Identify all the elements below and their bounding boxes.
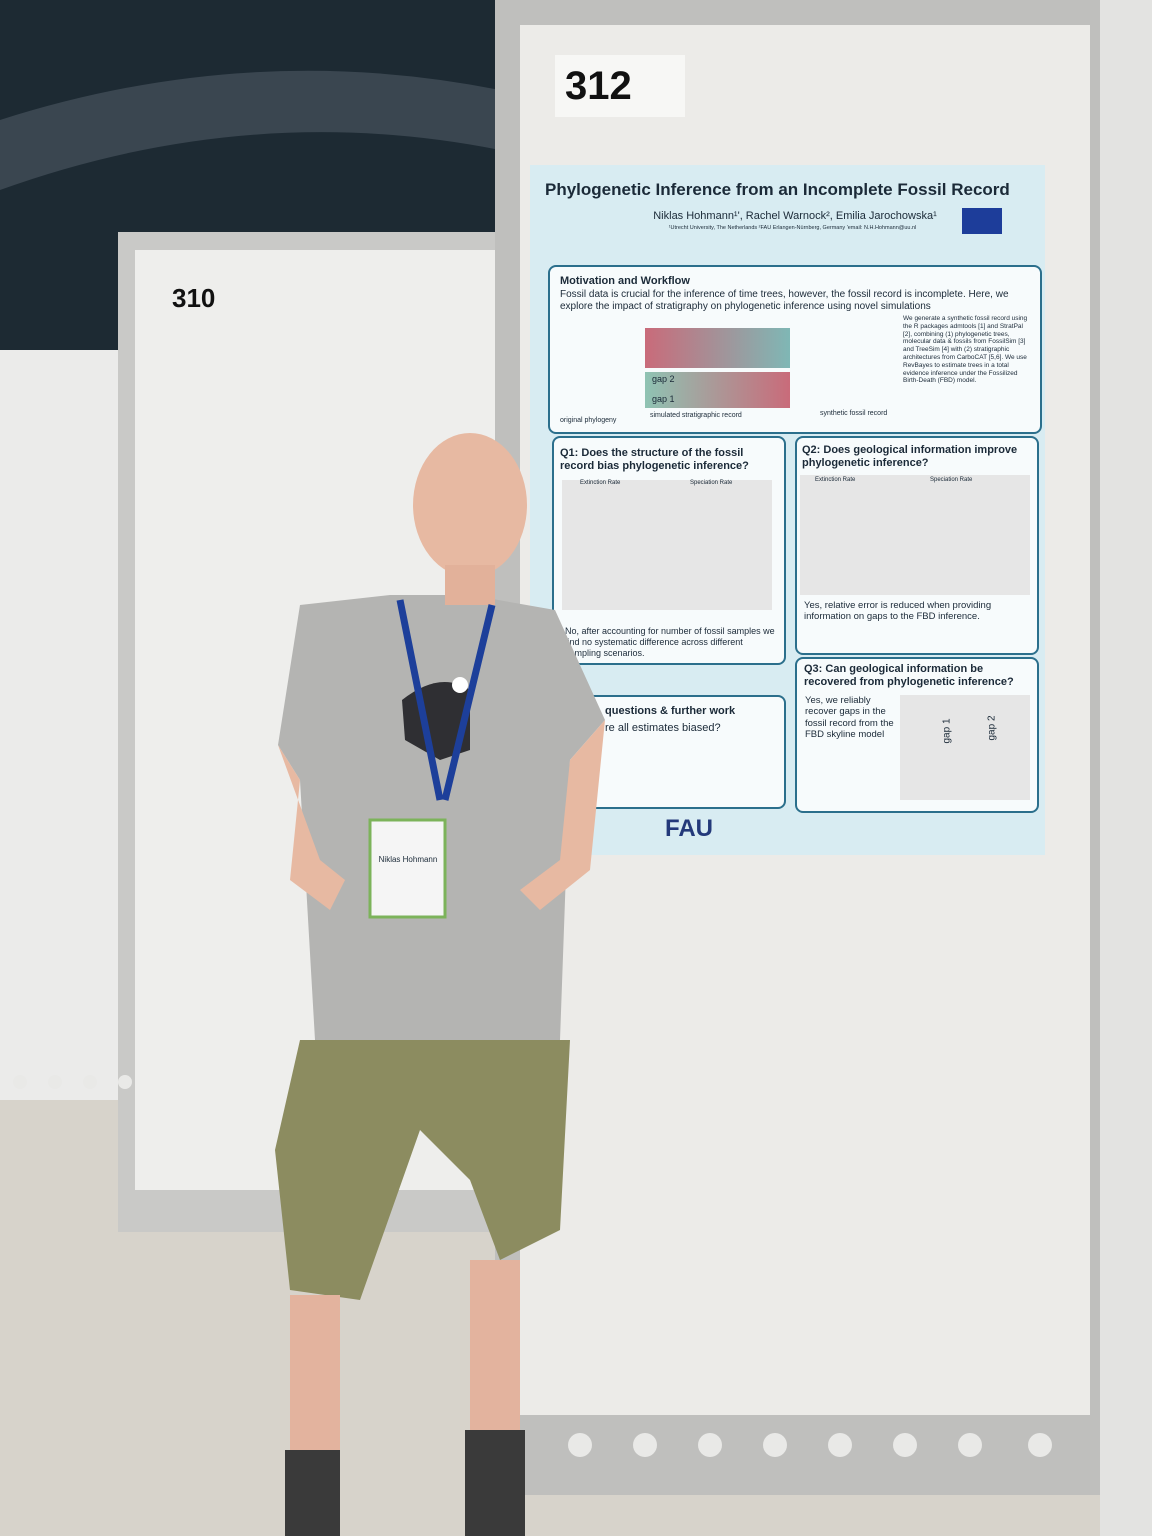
figure-label: Extinction Rate bbox=[815, 477, 856, 483]
panel-number: 310 bbox=[172, 283, 216, 313]
figure bbox=[645, 372, 790, 408]
shirt bbox=[278, 595, 605, 1040]
shirt-print bbox=[452, 677, 468, 693]
figure-label: simulated stratigraphic record bbox=[650, 412, 742, 419]
head bbox=[413, 433, 527, 577]
shoe bbox=[465, 1430, 525, 1536]
figure-label: gap 2 bbox=[652, 374, 675, 384]
figure-label: gap 1 bbox=[652, 394, 675, 404]
section-heading: questions & further work bbox=[605, 705, 736, 717]
number-card bbox=[555, 55, 685, 117]
panel-side bbox=[1100, 0, 1152, 1536]
section-text: Fossil data is crucial for the inference… bbox=[560, 289, 1009, 312]
badge-name: Niklas Hohmann bbox=[378, 855, 438, 864]
section-heading: Q3: Can geological information be recove… bbox=[804, 663, 1014, 689]
escalator bbox=[0, 70, 500, 190]
figure bbox=[800, 475, 1030, 595]
section-text: Yes, relative error is reduced when prov… bbox=[804, 600, 992, 623]
poster-affiliations: ¹Utrecht University, The Netherlands ²FA… bbox=[668, 225, 917, 231]
section-box bbox=[548, 265, 1042, 434]
lanyard bbox=[396, 599, 496, 801]
figure-label: original phylogeny bbox=[560, 417, 617, 424]
shoe bbox=[285, 1450, 340, 1536]
badge bbox=[368, 818, 447, 919]
panel-number: 312 bbox=[565, 64, 632, 108]
section-heading: Motivation and Workflow bbox=[560, 275, 690, 287]
leg bbox=[470, 1260, 520, 1430]
arm bbox=[278, 745, 345, 910]
figure-label: Extinction Rate bbox=[580, 480, 621, 486]
poster-title: Phylogenetic Inference from an Incomplet… bbox=[545, 180, 1010, 199]
section-heading: Q2: Does geological information improve … bbox=[802, 444, 1018, 470]
arm bbox=[520, 720, 605, 910]
shorts bbox=[275, 1040, 570, 1300]
section-text: We generate a synthetic fossil record us… bbox=[903, 315, 1028, 385]
eu-flag bbox=[962, 208, 1002, 234]
figure bbox=[645, 328, 790, 368]
section-text: No, after accounting for number of fossi… bbox=[565, 626, 775, 658]
figure-label: synthetic fossil record bbox=[820, 410, 888, 417]
poster-authors: Niklas Hohmann¹', Rachel Warnock², Emili… bbox=[653, 210, 937, 222]
figure bbox=[900, 695, 1030, 800]
section-heading: Q1: Does the structure of the fossil rec… bbox=[560, 447, 749, 473]
leg bbox=[290, 1295, 340, 1455]
neck bbox=[445, 565, 495, 605]
section-text: re all estimates biased? bbox=[605, 722, 721, 734]
section-text: Yes, we reliably recover gaps in the fos… bbox=[805, 695, 894, 741]
panel-holes bbox=[13, 1075, 1052, 1457]
logo: FAU bbox=[665, 815, 713, 842]
figure bbox=[562, 480, 772, 610]
figure-label: Speciation Rate bbox=[690, 480, 733, 486]
wall-panel bbox=[0, 350, 140, 1100]
figure-label: Speciation Rate bbox=[930, 477, 973, 483]
